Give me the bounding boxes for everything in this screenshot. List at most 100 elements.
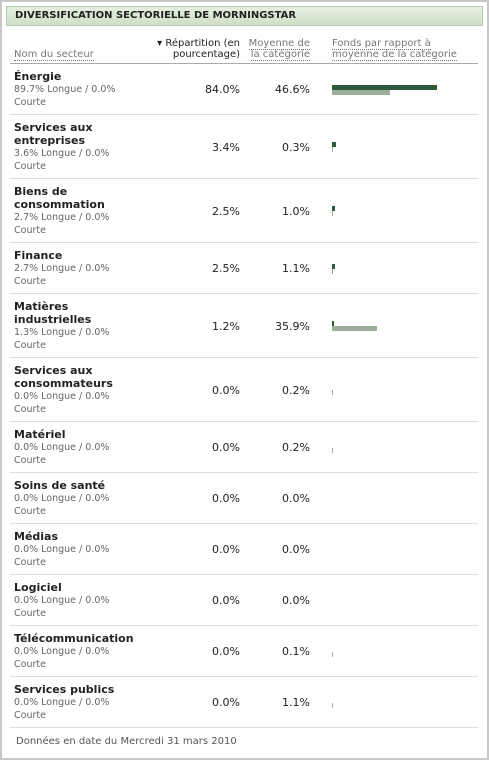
- sector-cell: Services aux entreprises 3.6% Longue / 0.…: [10, 114, 136, 179]
- sector-detail: 3.6% Longue / 0.0% Courte: [14, 148, 110, 172]
- category-value: 46.6%: [244, 63, 314, 115]
- sector-detail: 0.0% Longue / 0.0% Courte: [14, 442, 110, 466]
- col-header[interactable]: Nom du secteur: [10, 26, 136, 64]
- sector-cell: Biens de consommation 2.7% Longue / 0.0% …: [10, 178, 136, 243]
- bar-cell: [314, 625, 478, 677]
- fund-bar: [332, 321, 334, 326]
- fund-value: 2.5%: [136, 242, 244, 294]
- category-value: 35.9%: [244, 293, 314, 358]
- category-bar: [332, 211, 334, 216]
- sector-name: Logiciel: [14, 581, 62, 594]
- sector-table: Nom du secteur ▾ Répartition (en pourcen…: [10, 26, 478, 728]
- bar-cell: [314, 242, 478, 294]
- sector-cell: Finance 2.7% Longue / 0.0% Courte: [10, 242, 136, 294]
- sector-cell: Matières industrielles 1.3% Longue / 0.0%…: [10, 293, 136, 358]
- category-value: 0.1%: [244, 625, 314, 677]
- sector-row: Biens de consommation 2.7% Longue / 0.0% …: [10, 178, 478, 243]
- fund-value: 0.0%: [136, 574, 244, 626]
- fund-bar: [332, 142, 337, 147]
- sector-name: Soins de santé: [14, 479, 106, 492]
- sector-row: Matériel 0.0% Longue / 0.0% Courte 0.0% 0.2…: [10, 421, 478, 473]
- fund-value: 0.0%: [136, 357, 244, 422]
- bar-cell: [314, 472, 478, 524]
- sector-row: Énergie 89.7% Longue / 0.0% Courte 84.0% 46…: [10, 63, 478, 115]
- sector-name: Services aux consommateurs: [14, 364, 113, 390]
- bar-cell: [314, 357, 478, 422]
- sector-detail: 1.3% Longue / 0.0% Courte: [14, 327, 110, 351]
- sector-cell: Logiciel 0.0% Longue / 0.0% Courte: [10, 574, 136, 626]
- sector-name: Télécommunication: [14, 632, 134, 645]
- category-value: 0.0%: [244, 472, 314, 524]
- sector-detail: 0.0% Longue / 0.0% Courte: [14, 544, 110, 568]
- sector-row: Médias 0.0% Longue / 0.0% Courte 0.0% 0.0%: [10, 523, 478, 575]
- bar-cell: [314, 293, 478, 358]
- fund-value: 0.0%: [136, 676, 244, 728]
- sector-row: Services publics 0.0% Longue / 0.0% Court…: [10, 676, 478, 728]
- fund-value: 3.4%: [136, 114, 244, 179]
- col-header[interactable]: Moyenne de la catégorie: [244, 26, 314, 64]
- fund-value: 84.0%: [136, 63, 244, 115]
- fund-value: 0.0%: [136, 472, 244, 524]
- fund-value: 0.0%: [136, 421, 244, 473]
- sector-cell: Médias 0.0% Longue / 0.0% Courte: [10, 523, 136, 575]
- sector-detail: 2.7% Longue / 0.0% Courte: [14, 263, 110, 287]
- sector-cell: Services aux consommateurs 0.0% Longue / …: [10, 357, 136, 422]
- bar-cell: [314, 523, 478, 575]
- sector-row: Télécommunication 0.0% Longue / 0.0% Cour…: [10, 625, 478, 677]
- category-value: 1.1%: [244, 676, 314, 728]
- footer: Données en date du Mercredi 31 mars 2010: [16, 736, 237, 747]
- sector-name: Finance: [14, 249, 63, 262]
- sector-row: Finance 2.7% Longue / 0.0% Courte 2.5% 1.1%: [10, 242, 478, 294]
- category-value: 0.2%: [244, 421, 314, 473]
- category-value: 0.0%: [244, 523, 314, 575]
- bar-cell: [314, 676, 478, 728]
- sector-row: Soins de santé 0.0% Longue / 0.0% Courte 0…: [10, 472, 478, 524]
- sector-cell: Soins de santé 0.0% Longue / 0.0% Courte: [10, 472, 136, 524]
- sector-row: Services aux consommateurs 0.0% Longue / …: [10, 357, 478, 422]
- sector-name: Matières industrielles: [14, 300, 92, 326]
- sector-detail: 0.0% Longue / 0.0% Courte: [14, 646, 110, 670]
- category-value: 1.1%: [244, 242, 314, 294]
- fund-value: 1.2%: [136, 293, 244, 358]
- sector-cell: Services publics 0.0% Longue / 0.0% Court…: [10, 676, 136, 728]
- category-value: 0.3%: [244, 114, 314, 179]
- sector-name: Matériel: [14, 428, 66, 441]
- sector-cell: Matériel 0.0% Longue / 0.0% Courte: [10, 421, 136, 473]
- sector-name: Médias: [14, 530, 59, 543]
- bar-cell: [314, 178, 478, 243]
- bar-cell: [314, 114, 478, 179]
- sector-detail: 0.0% Longue / 0.0% Courte: [14, 595, 110, 619]
- sector-cell: Énergie 89.7% Longue / 0.0% Courte: [10, 63, 136, 115]
- category-bar: [332, 326, 377, 331]
- fund-value: 0.0%: [136, 625, 244, 677]
- sector-name: Services aux entreprises: [14, 121, 93, 147]
- sector-detail: 0.0% Longue / 0.0% Courte: [14, 493, 110, 517]
- col-header[interactable]: Fonds par rapport à moyenne de la catégo…: [314, 26, 478, 64]
- fund-bar: [332, 206, 336, 211]
- title-bar: DIVERSIFICATION SECTORIELLE DE MORNINGST…: [6, 6, 483, 26]
- sector-row: Logiciel 0.0% Longue / 0.0% Courte 0.0% 0.0…: [10, 574, 478, 626]
- sector-detail: 89.7% Longue / 0.0% Courte: [14, 84, 116, 108]
- category-value: 0.0%: [244, 574, 314, 626]
- category-bar: [332, 702, 334, 708]
- fund-bar: [332, 84, 437, 90]
- sector-detail: 0.0% Longue / 0.0% Courte: [14, 697, 110, 721]
- sector-row: Services aux entreprises 3.6% Longue / 0.…: [10, 114, 478, 179]
- sector-row: Matières industrielles 1.3% Longue / 0.0%…: [10, 293, 478, 358]
- sector-name: Biens de consommation: [14, 185, 105, 211]
- category-bar: [332, 268, 334, 274]
- sector-name: Services publics: [14, 683, 115, 696]
- sector-cell: Télécommunication 0.0% Longue / 0.0% Cour…: [10, 625, 136, 677]
- sector-name: Énergie: [14, 70, 62, 83]
- category-value: 1.0%: [244, 178, 314, 243]
- fund-value: 0.0%: [136, 523, 244, 575]
- col-header[interactable]: ▾ Répartition (en pourcentage): [136, 26, 244, 64]
- bar-cell: [314, 421, 478, 473]
- category-value: 0.2%: [244, 357, 314, 422]
- sector-detail: 2.7% Longue / 0.0% Courte: [14, 212, 110, 236]
- category-bar: [332, 89, 391, 95]
- bar-cell: [314, 574, 478, 626]
- sector-detail: 0.0% Longue / 0.0% Courte: [14, 391, 110, 415]
- fund-bar: [332, 263, 336, 269]
